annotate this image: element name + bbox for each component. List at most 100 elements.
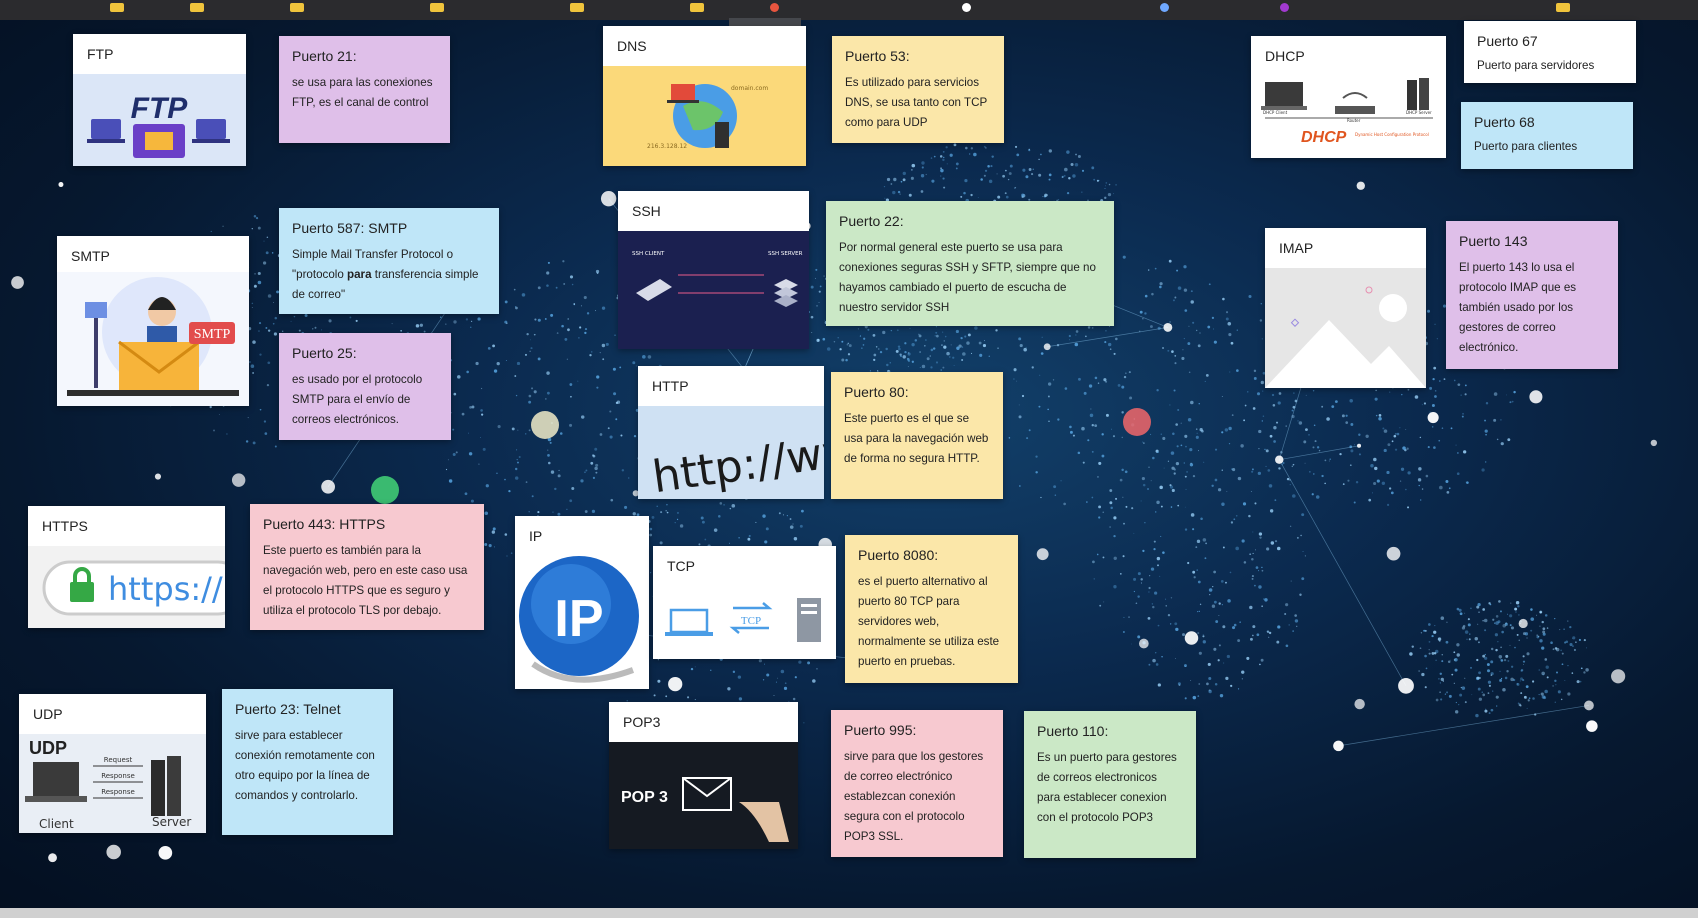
card-title: SMTP: [71, 248, 110, 264]
ftp-illustration: FTP: [73, 74, 246, 166]
card-ftp[interactable]: FTP FTP: [73, 34, 246, 166]
note-puerto-25[interactable]: Puerto 25: es usado por el protocolo SMT…: [279, 333, 451, 440]
note-puerto-80[interactable]: Puerto 80: Este puerto es el que se usa …: [831, 372, 1003, 499]
card-title: HTTP: [652, 378, 689, 394]
note-puerto-8080[interactable]: Puerto 8080: es el puerto alternativo al…: [845, 535, 1018, 683]
envelope-icon: POP 3: [609, 742, 798, 849]
note-heading: Puerto 587: SMTP: [292, 220, 408, 236]
card-title: HTTPS: [42, 518, 88, 534]
svg-text:Dynamic Host Configuration Pro: Dynamic Host Configuration Protocol: [1355, 132, 1429, 137]
card-title: TCP: [667, 558, 695, 574]
note-body: es usado por el protocolo SMTP para el e…: [292, 373, 423, 426]
card-ip[interactable]: IP IP: [515, 516, 649, 689]
globe-icon: domain.com 216.3.128.12: [603, 66, 806, 166]
https-text: https://: [108, 570, 223, 608]
note-heading: Puerto 110:: [1037, 723, 1109, 739]
smtp-badge-text: SMTP: [194, 327, 231, 342]
note-heading: Puerto 25:: [292, 345, 357, 361]
bookmark-site-icon[interactable]: [770, 3, 779, 12]
bookmark-folder-icon[interactable]: [290, 3, 304, 12]
svg-text:DHCP Client: DHCP Client: [1263, 110, 1288, 115]
pop3-text: POP 3: [621, 789, 668, 806]
svg-text:DHCP Server: DHCP Server: [1406, 110, 1432, 115]
bookmark-site-icon[interactable]: [962, 3, 971, 12]
ip-text: IP: [554, 590, 603, 648]
note-body: Es un puerto para gestores de correos el…: [1037, 751, 1177, 824]
bookmark-folder-icon[interactable]: [430, 3, 444, 12]
note-heading: Puerto 21:: [292, 48, 357, 64]
client-label: Client: [39, 817, 74, 831]
note-heading: Puerto 67: [1477, 33, 1538, 49]
bookmark-folder-icon[interactable]: [190, 3, 204, 12]
dhcp-logo-text: DHCP: [1301, 129, 1347, 146]
bookmark-folder-icon[interactable]: [690, 3, 704, 12]
note-heading: Puerto 23: Telnet: [235, 701, 341, 717]
udp-label: UDP: [29, 738, 67, 758]
note-heading: Puerto 443: HTTPS: [263, 516, 386, 532]
card-title: UDP: [33, 706, 63, 722]
bookmark-site-icon[interactable]: [1160, 3, 1169, 12]
note-body: Simple Mail Transfer Protocol o "protoco…: [292, 248, 479, 301]
tcp-label: TCP: [741, 615, 761, 627]
lock-icon: [70, 582, 94, 602]
tcp-transfer-illustration: TCP: [653, 580, 836, 659]
bookmark-folder-icon[interactable]: [1556, 3, 1570, 12]
svg-text:SSH CLIENT: SSH CLIENT: [632, 251, 665, 257]
note-heading: Puerto 53:: [845, 48, 910, 64]
note-puerto-23[interactable]: Puerto 23: Telnet sirve para establecer …: [222, 689, 393, 835]
note-body: Es utilizado para servicios DNS, se usa …: [845, 76, 987, 129]
note-body: Por normal general este puerto se usa pa…: [839, 241, 1096, 314]
note-heading: Puerto 80:: [844, 384, 909, 400]
note-puerto-443[interactable]: Puerto 443: HTTPS Este puerto es también…: [250, 504, 484, 630]
browser-bookmarks-bar: [0, 0, 1698, 20]
note-puerto-995[interactable]: Puerto 995: sirve para que los gestores …: [831, 710, 1003, 857]
card-pop3[interactable]: POP3 POP 3: [609, 702, 798, 849]
card-smtp[interactable]: SMTP SMTP: [57, 236, 249, 406]
card-title: IP: [529, 528, 543, 544]
note-puerto-21[interactable]: Puerto 21: se usa para las conexiones FT…: [279, 36, 450, 143]
svg-text:Response: Response: [101, 772, 135, 780]
note-puerto-22[interactable]: Puerto 22: Por normal general este puert…: [826, 201, 1114, 326]
note-body: sirve para que los gestores de correo el…: [844, 750, 984, 843]
card-https[interactable]: HTTPS https://: [28, 506, 225, 628]
card-imap[interactable]: IMAP: [1265, 228, 1426, 388]
bookmark-folder-icon[interactable]: [570, 3, 584, 12]
mail-envelope-illustration: SMTP: [57, 272, 249, 406]
image-placeholder-icon: [1265, 268, 1426, 388]
note-puerto-143[interactable]: Puerto 143 El puerto 143 lo usa el proto…: [1446, 221, 1618, 369]
note-puerto-67[interactable]: Puerto 67 Puerto para servidores: [1464, 21, 1636, 83]
horizontal-scrollbar[interactable]: [0, 908, 1698, 918]
note-body: El puerto 143 lo usa el protocolo IMAP q…: [1459, 261, 1577, 354]
card-dhcp[interactable]: DHCP DHCP Client Router DHCP Server DHCP…: [1251, 36, 1446, 158]
svg-text:SSH SERVER: SSH SERVER: [768, 251, 803, 257]
note-body: Este puerto es el que se usa para la nav…: [844, 412, 989, 465]
note-body: sirve para establecer conexión remotamen…: [235, 729, 375, 802]
card-udp[interactable]: UDP UDP Request Response Response Client…: [19, 694, 206, 833]
card-ssh[interactable]: SSH SSH CLIENT SSH SERVER: [618, 191, 809, 349]
note-heading: Puerto 68: [1474, 114, 1535, 130]
browser-address-illustration: http://ww: [638, 406, 824, 499]
card-dns[interactable]: DNS domain.com 216.3.128.12: [603, 26, 806, 166]
bookmark-folder-icon[interactable]: [110, 3, 124, 12]
note-heading: Puerto 995:: [844, 722, 917, 738]
svg-text:domain.com: domain.com: [731, 85, 768, 92]
ip-globe-icon: IP: [515, 546, 649, 689]
note-puerto-587[interactable]: Puerto 587: SMTP Simple Mail Transfer Pr…: [279, 208, 499, 314]
dhcp-network-illustration: DHCP Client Router DHCP Server DHCP Dyna…: [1251, 74, 1446, 158]
note-body: Puerto para clientes: [1474, 140, 1578, 153]
card-tcp[interactable]: TCP TCP: [653, 546, 836, 659]
bookmark-site-icon[interactable]: [1280, 3, 1289, 12]
svg-text:216.3.128.12: 216.3.128.12: [647, 143, 687, 150]
card-title: IMAP: [1279, 240, 1314, 256]
note-body: Puerto para servidores: [1477, 59, 1595, 72]
ftp-logo-text: FTP: [131, 92, 189, 125]
note-puerto-68[interactable]: Puerto 68 Puerto para clientes: [1461, 102, 1633, 169]
card-http[interactable]: HTTP http://ww: [638, 366, 824, 499]
card-title: FTP: [87, 46, 114, 62]
http-text: http://ww: [649, 424, 824, 499]
note-puerto-53[interactable]: Puerto 53: Es utilizado para servicios D…: [832, 36, 1004, 143]
card-title: SSH: [632, 203, 661, 219]
svg-text:Response: Response: [101, 788, 135, 796]
note-puerto-110[interactable]: Puerto 110: Es un puerto para gestores d…: [1024, 711, 1196, 858]
